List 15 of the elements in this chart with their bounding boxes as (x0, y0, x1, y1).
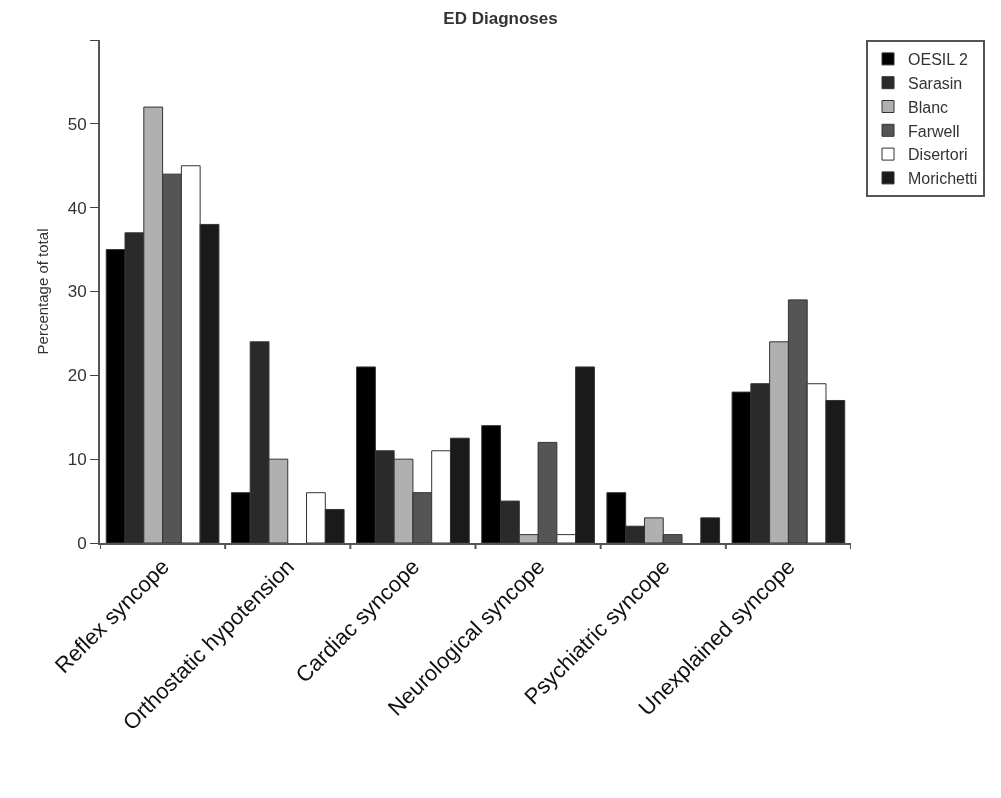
legend-label: Sarasin (908, 74, 963, 92)
legend-label: Blanc (908, 98, 949, 116)
chart-title: ED Diagnoses (443, 8, 558, 28)
legend-label: Disertori (908, 146, 968, 164)
bar (700, 517, 721, 543)
y-axis-title: Percentage of total (34, 228, 52, 355)
legend-label: Farwell (908, 122, 960, 140)
y-tick-label: 50 (67, 114, 87, 134)
y-tick-label: 0 (77, 533, 87, 553)
y-tick-label: 40 (67, 198, 87, 218)
legend-label: OESIL 2 (908, 51, 968, 69)
y-tick-label: 20 (67, 366, 87, 386)
legend-label: Morichetti (908, 170, 978, 188)
y-tick-label: 10 (67, 450, 87, 470)
y-tick-label: 30 (67, 282, 87, 302)
